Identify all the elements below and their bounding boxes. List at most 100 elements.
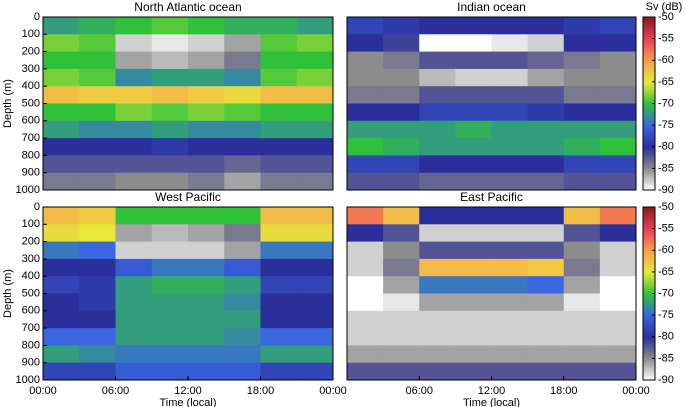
colorbar-step xyxy=(643,42,655,46)
heat-cell xyxy=(599,138,637,156)
heat-cell xyxy=(43,310,80,329)
colorbar-step xyxy=(643,77,655,81)
colorbar-step xyxy=(643,356,655,359)
colorbar-step xyxy=(643,319,655,323)
heat-cell xyxy=(455,293,492,312)
heat-cell xyxy=(491,172,529,191)
heat-cell xyxy=(151,362,189,381)
heat-cell xyxy=(527,328,565,346)
heat-cell xyxy=(79,310,116,329)
colorbar-step xyxy=(643,114,655,117)
heat-cell xyxy=(527,276,565,294)
heat-cell xyxy=(383,34,420,53)
colorbar-step xyxy=(643,155,655,159)
colorbar-step xyxy=(643,282,655,286)
colorbar-step xyxy=(643,336,655,340)
colorbar-step xyxy=(643,354,655,357)
colorbar-step xyxy=(643,207,655,210)
heat-cell xyxy=(43,224,80,243)
y-tick-label: 500 xyxy=(22,97,40,109)
heat-cell xyxy=(527,68,565,87)
colorbar-tick-label: -75 xyxy=(658,119,674,131)
colorbar-step xyxy=(643,94,655,98)
heat-cell xyxy=(224,68,261,87)
colorbar-tick-label: -80 xyxy=(658,331,674,343)
heat-cell xyxy=(79,207,116,225)
heat-cell xyxy=(260,207,298,225)
heat-cell xyxy=(527,51,565,70)
heat-cell xyxy=(260,172,298,191)
colorbar-step xyxy=(643,267,655,271)
heat-cell xyxy=(599,51,637,70)
heat-cell xyxy=(188,51,225,70)
heat-cell xyxy=(419,276,456,294)
heat-cell xyxy=(599,172,637,191)
heat-cell xyxy=(455,172,492,191)
x-tick-label: 18:00 xyxy=(247,385,275,397)
colorbar-step xyxy=(643,84,655,87)
heat-cell xyxy=(491,207,529,225)
heat-cell xyxy=(527,17,565,35)
colorbar-step xyxy=(643,265,655,269)
colorbar-step xyxy=(643,148,655,152)
colorbar-step xyxy=(643,358,655,362)
colorbar-step xyxy=(643,332,655,336)
heat-cell xyxy=(419,103,456,122)
heat-cell xyxy=(79,172,116,191)
heat-cell xyxy=(347,34,384,53)
colorbar-step xyxy=(643,362,655,366)
heat-cell xyxy=(491,310,529,329)
colorbar-step xyxy=(643,226,655,230)
colorbar-step xyxy=(643,187,655,191)
colorbar-step xyxy=(643,248,655,251)
heat-cell xyxy=(455,328,492,346)
heat-cell xyxy=(79,17,116,35)
colorbar-step xyxy=(643,239,655,243)
heat-cell xyxy=(151,345,189,364)
y-tick-label: 100 xyxy=(22,28,40,40)
colorbar-step xyxy=(643,122,655,126)
colorbar-step xyxy=(643,256,655,260)
heat-cell xyxy=(260,345,298,364)
heat-cell xyxy=(115,17,153,35)
colorbar-tick-label: -85 xyxy=(658,352,674,364)
y-tick-label: 1000 xyxy=(16,184,40,196)
heat-cell xyxy=(115,120,153,139)
colorbar-step xyxy=(643,237,655,240)
heat-cell xyxy=(455,224,492,243)
colorbar-step xyxy=(643,369,655,372)
heat-cell xyxy=(563,51,601,70)
colorbar-step xyxy=(643,75,655,79)
colorbar-tick-label: -55 xyxy=(658,223,674,235)
colorbar-step xyxy=(643,62,655,66)
heat-cell xyxy=(491,17,529,35)
heat-cell xyxy=(527,172,565,191)
heat-cell xyxy=(296,241,334,260)
heat-cell xyxy=(455,17,492,35)
heat-cell xyxy=(491,86,529,104)
colorbar-step xyxy=(643,27,655,31)
heat-cell xyxy=(296,345,334,364)
heat-cell xyxy=(563,207,601,225)
heat-cell xyxy=(188,172,225,191)
heat-cell xyxy=(115,34,153,53)
colorbar-step xyxy=(643,252,655,256)
colorbar-step xyxy=(643,168,655,172)
heat-cell xyxy=(296,224,334,243)
heat-cell xyxy=(383,86,420,104)
heat-cell xyxy=(383,241,420,260)
y-tick-label: 100 xyxy=(22,218,40,230)
colorbar-step xyxy=(643,347,655,351)
heat-cell xyxy=(419,68,456,87)
heat-cell xyxy=(260,17,298,35)
colorbar-step xyxy=(643,243,655,247)
heat-cell xyxy=(260,293,298,312)
heat-cell xyxy=(79,51,116,70)
heat-cell xyxy=(260,103,298,122)
colorbar-step xyxy=(643,36,655,40)
heat-cell xyxy=(188,138,225,156)
heat-cell xyxy=(599,276,637,294)
heat-cell xyxy=(419,345,456,364)
heat-cell xyxy=(296,51,334,70)
heat-cell xyxy=(188,345,225,364)
